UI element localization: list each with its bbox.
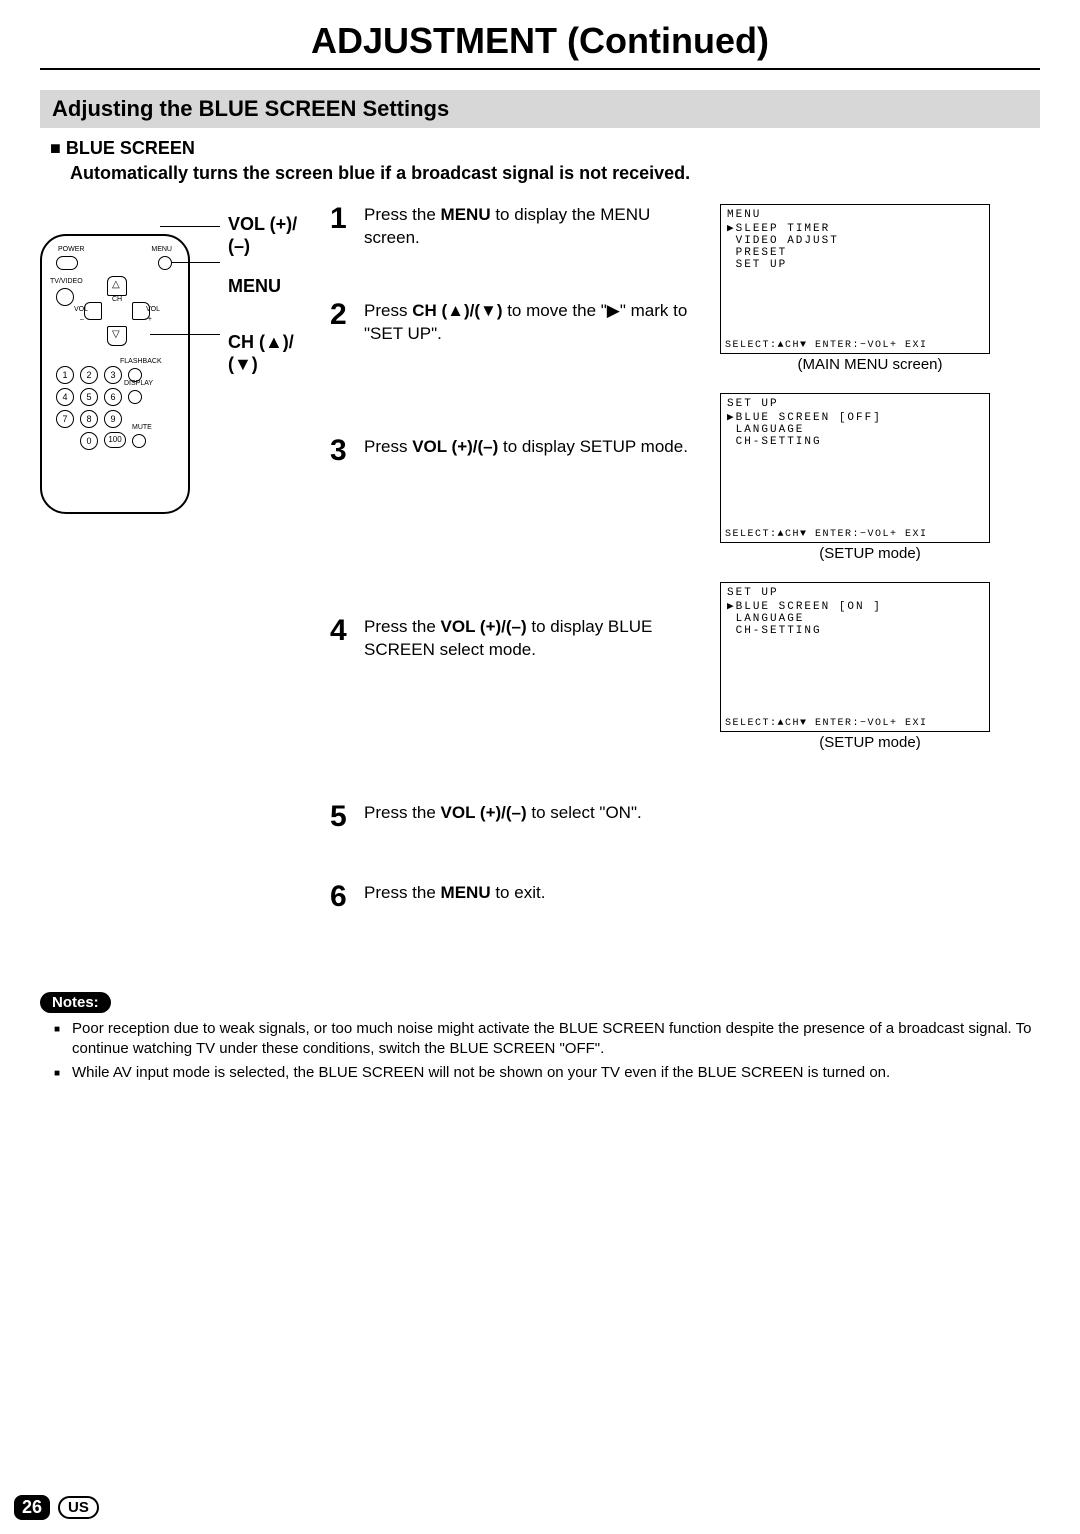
tiny-flashback: FLASHBACK (120, 358, 162, 365)
page-title: ADJUSTMENT (Continued) (40, 20, 1040, 70)
step-text: Press the VOL (+)/(–) to select "ON". (364, 802, 642, 832)
osd-line: SET UP (727, 587, 983, 599)
ch-up-button: △ (107, 276, 127, 296)
callout-ch-1: CH (▲)/ (228, 332, 294, 353)
tiny-menu-label: MENU (151, 246, 172, 253)
step-text: Press the MENU to display the MENU scree… (364, 204, 710, 250)
callout-vol-2: (–) (228, 236, 250, 257)
step-num: 1 (330, 204, 364, 250)
step-1: 1 Press the MENU to display the MENU scr… (330, 204, 710, 250)
tiny-power-label: POWER (58, 246, 84, 253)
display-button (128, 390, 142, 404)
osd-line: SET UP (727, 259, 983, 271)
page-number: 26 (14, 1495, 50, 1520)
section-header: Adjusting the BLUE SCREEN Settings (40, 90, 1040, 128)
step-text: Press the MENU to exit. (364, 882, 545, 912)
step-text: Press VOL (+)/(–) to display SETUP mode. (364, 436, 688, 466)
step-3: 3 Press VOL (+)/(–) to display SETUP mod… (330, 436, 710, 466)
tiny-tvvideo-label: TV/VIDEO (50, 278, 83, 285)
tiny-plus: + (148, 316, 152, 323)
digit-4: 4 (56, 388, 74, 406)
digit-9: 9 (104, 410, 122, 428)
step-num: 4 (330, 616, 364, 662)
ch-down-button: ▽ (107, 326, 127, 346)
menu-button (158, 256, 172, 270)
tiny-mute: MUTE (132, 424, 152, 431)
osd-setup-off: SET UP ▶BLUE SCREEN [OFF] LANGUAGE CH-SE… (720, 393, 1020, 562)
osd-line: CH-SETTING (727, 625, 983, 637)
step-num: 5 (330, 802, 364, 832)
osd-caption: (SETUP mode) (720, 734, 1020, 751)
osd-line: LANGUAGE (727, 613, 983, 625)
tiny-minus: – (80, 316, 84, 323)
digit-6: 6 (104, 388, 122, 406)
step-2: 2 Press CH (▲)/(▼) to move the "▶" mark … (330, 300, 710, 346)
osd-line: ▶BLUE SCREEN [OFF] (727, 410, 983, 424)
osd-caption: (SETUP mode) (720, 545, 1020, 562)
digit-3: 3 (104, 366, 122, 384)
step-4: 4 Press the VOL (+)/(–) to display BLUE … (330, 616, 710, 662)
digit-7: 7 (56, 410, 74, 428)
tiny-ch-label: CH (112, 296, 122, 303)
osd-line: LANGUAGE (727, 424, 983, 436)
callout-vol-1: VOL (+)/ (228, 214, 297, 235)
power-button (56, 256, 78, 270)
notes-label: Notes: (40, 992, 111, 1013)
notes-section: Notes: Poor reception due to weak signal… (40, 992, 1040, 1084)
tvvideo-button (56, 288, 74, 306)
note-item: While AV input mode is selected, the BLU… (54, 1063, 1040, 1083)
osd-column: MENU ▶SLEEP TIMER VIDEO ADJUST PRESET SE… (720, 204, 1020, 771)
osd-setup-on: SET UP ▶BLUE SCREEN [ON ] LANGUAGE CH-SE… (720, 582, 1020, 751)
callout-ch-2: (▼) (228, 354, 258, 375)
osd-line: MENU (727, 209, 983, 221)
tiny-display: DISPLAY (124, 380, 153, 387)
osd-caption: (MAIN MENU screen) (720, 356, 1020, 373)
step-num: 2 (330, 300, 364, 346)
steps-column: 1 Press the MENU to display the MENU scr… (330, 204, 710, 962)
digit-8: 8 (80, 410, 98, 428)
step-text: Press the VOL (+)/(–) to display BLUE SC… (364, 616, 710, 662)
tiny-vol-left: VOL (74, 306, 88, 313)
remote-diagram: POWER MENU TV/VIDEO △ CH ▽ VOL VOL – (40, 204, 320, 514)
osd-footer: SELECT:▲CH▼ ENTER:−VOL+ EXI (725, 529, 985, 540)
osd-line: ▶BLUE SCREEN [ON ] (727, 599, 983, 613)
step-num: 6 (330, 882, 364, 912)
osd-line: ▶SLEEP TIMER (727, 221, 983, 235)
blue-screen-heading: ■ BLUE SCREEN (50, 138, 1040, 159)
mute-button (132, 434, 146, 448)
digit-100: 100 (104, 432, 126, 448)
osd-footer: SELECT:▲CH▼ ENTER:−VOL+ EXI (725, 340, 985, 351)
osd-line: VIDEO ADJUST (727, 235, 983, 247)
osd-line: SET UP (727, 398, 983, 410)
blue-screen-desc: Automatically turns the screen blue if a… (70, 163, 1040, 184)
note-item: Poor reception due to weak signals, or t… (54, 1019, 1040, 1060)
osd-footer: SELECT:▲CH▼ ENTER:−VOL+ EXI (725, 718, 985, 729)
digit-5: 5 (80, 388, 98, 406)
digit-0: 0 (80, 432, 98, 450)
step-6: 6 Press the MENU to exit. (330, 882, 710, 912)
callout-menu: MENU (228, 276, 281, 297)
step-num: 3 (330, 436, 364, 466)
step-5: 5 Press the VOL (+)/(–) to select "ON". (330, 802, 710, 832)
page-number-wrap: 26 US (14, 1495, 99, 1520)
osd-main-menu: MENU ▶SLEEP TIMER VIDEO ADJUST PRESET SE… (720, 204, 1020, 373)
osd-line: CH-SETTING (727, 436, 983, 448)
step-text: Press CH (▲)/(▼) to move the "▶" mark to… (364, 300, 710, 346)
tiny-vol-right: VOL (146, 306, 160, 313)
digit-2: 2 (80, 366, 98, 384)
digit-1: 1 (56, 366, 74, 384)
osd-line: PRESET (727, 247, 983, 259)
region-badge: US (58, 1496, 99, 1519)
